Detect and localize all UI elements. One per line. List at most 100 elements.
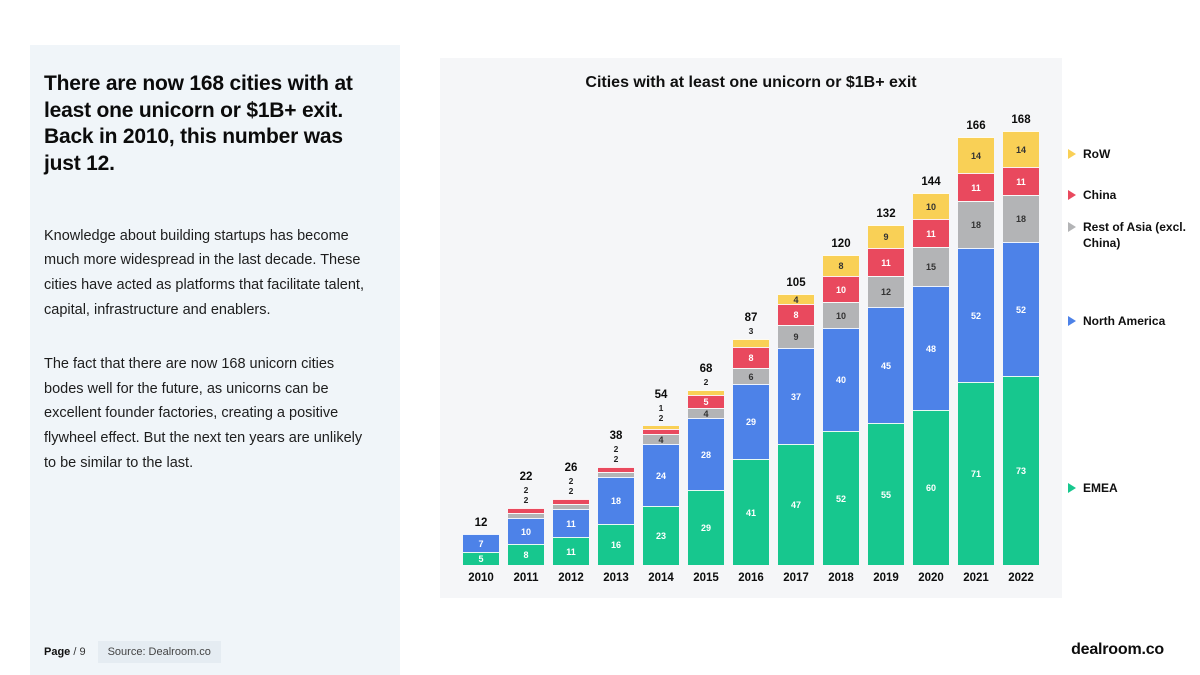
bars-container: 7 5 12 2010 10 8 22 2 2 2011 11 11 26 2 2 2012 18 16 38 2 2 2…: [463, 114, 1039, 584]
x-axis-label-2020: 2020: [918, 572, 944, 584]
legend-arrow-icon: [1068, 222, 1076, 232]
segment-value-label: 3: [748, 325, 754, 336]
left-text-panel: There are now 168 cities with at least o…: [30, 45, 400, 675]
segment-rest-of-asia-excl-china: 4: [688, 408, 724, 418]
bar-2019: 9 11 12 45 55 132 2019: [868, 208, 904, 584]
bar-labels-2019: 132: [858, 208, 914, 222]
segment-north-america: 28: [688, 418, 724, 490]
segment-north-america: 10: [508, 518, 544, 544]
x-axis-label-2012: 2012: [558, 572, 584, 584]
chart-legend: RoW China Rest of Asia (excl. China) North …: [1068, 0, 1194, 620]
segment-china: 5: [688, 395, 724, 408]
bar-labels-2022: 168: [993, 114, 1049, 128]
segment-emea: 5: [463, 552, 499, 565]
segment-north-america: 52: [1003, 242, 1039, 376]
bar-2022: 14 11 18 52 73 168 2022: [1003, 114, 1039, 584]
segment-rest-of-asia-excl-china: 9: [778, 325, 814, 348]
segment-china: 8: [733, 347, 769, 368]
segment-rest-of-asia-excl-china: 10: [823, 302, 859, 328]
segment-rest-of-asia-excl-china: 18: [1003, 195, 1039, 242]
x-axis-label-2010: 2010: [468, 572, 494, 584]
segment-emea: 71: [958, 382, 994, 565]
segment-rest-of-asia-excl-china: [508, 513, 544, 518]
segment-north-america: 45: [868, 307, 904, 423]
bar-2016: 8 6 29 41 87 3 2016: [733, 312, 769, 584]
segment-value-label: 2: [523, 484, 529, 495]
segment-rest-of-asia-excl-china: [598, 472, 634, 477]
segment-row: 14: [958, 137, 994, 173]
chart-title: Cities with at least one unicorn or $1B+…: [585, 74, 917, 91]
segment-china: 8: [778, 304, 814, 325]
segment-china: [508, 508, 544, 513]
bar-2011: 10 8 22 2 2 2011: [508, 471, 544, 584]
bar-2015: 5 4 28 29 68 2 2015: [688, 363, 724, 584]
legend-label: China: [1083, 188, 1117, 202]
legend-item-emea: EMEA: [1068, 481, 1118, 497]
segment-value-label: 2: [658, 412, 664, 423]
chart-plot-area: Cities with at least one unicorn or $1B+…: [440, 58, 1062, 598]
segment-emea: 16: [598, 524, 634, 565]
segment-value-label: 2: [568, 485, 574, 496]
bar-total-label: 168: [1011, 114, 1031, 126]
bar-labels-2015: 68 2: [678, 363, 734, 387]
body-paragraph-1: Knowledge about building startups has be…: [44, 227, 364, 318]
x-axis-label-2013: 2013: [603, 572, 629, 584]
legend-item-row: RoW: [1068, 147, 1110, 163]
segment-emea: 55: [868, 423, 904, 565]
segment-row: 9: [868, 225, 904, 248]
bar-total-label: 120: [831, 238, 851, 250]
legend-label: Rest of Asia (excl. China): [1083, 220, 1186, 250]
segment-north-america: 11: [553, 509, 589, 537]
bar-2010: 7 5 12 2010: [463, 517, 499, 584]
bar-2012: 11 11 26 2 2 2012: [553, 462, 589, 584]
segment-row: 4: [778, 294, 814, 304]
bar-labels-2010: 12: [453, 517, 509, 531]
legend-arrow-icon: [1068, 316, 1076, 326]
segment-emea: 73: [1003, 376, 1039, 565]
bar-2013: 18 16 38 2 2 2013: [598, 430, 634, 584]
segment-china: 10: [823, 276, 859, 302]
segment-north-america: 29: [733, 384, 769, 459]
x-axis-label-2019: 2019: [873, 572, 899, 584]
bar-labels-2017: 105: [768, 277, 824, 291]
bar-total-label: 105: [786, 277, 806, 289]
bar-total-label: 166: [966, 120, 986, 132]
segment-north-america: 18: [598, 477, 634, 524]
segment-value-label: 2: [613, 453, 619, 464]
legend-label: EMEA: [1083, 481, 1118, 495]
bar-total-label: 144: [921, 176, 941, 188]
segment-china: [553, 499, 589, 504]
bar-labels-2018: 120: [813, 238, 869, 252]
segment-china: 11: [958, 173, 994, 201]
segment-value-label: 1: [658, 402, 664, 413]
segment-emea: 11: [553, 537, 589, 565]
segment-china: [598, 467, 634, 472]
x-axis-label-2011: 2011: [513, 572, 539, 584]
x-axis-label-2014: 2014: [648, 572, 674, 584]
segment-value-label: 2: [613, 443, 619, 454]
page-indicator: Page / 9: [44, 646, 86, 658]
segment-emea: 23: [643, 506, 679, 565]
segment-rest-of-asia-excl-china: [553, 504, 589, 509]
x-axis-label-2022: 2022: [1008, 572, 1034, 584]
segment-row: [733, 339, 769, 347]
segment-north-america: 7: [463, 534, 499, 552]
bar-total-label: 12: [474, 517, 488, 529]
segment-china: 11: [868, 248, 904, 276]
legend-item-china: China: [1068, 188, 1116, 204]
bar-labels-2013: 38 2 2: [588, 430, 644, 464]
source-label: Source: Dealroom.co: [97, 641, 221, 663]
bar-total-label: 132: [876, 208, 896, 220]
segment-row: 14: [1003, 131, 1039, 167]
slide-heading: There are now 168 cities with at least o…: [44, 72, 353, 175]
segment-row: 10: [913, 193, 949, 219]
bar-total-label: 68: [699, 362, 713, 375]
segment-row: [643, 426, 679, 429]
segment-north-america: 37: [778, 348, 814, 444]
x-axis-label-2016: 2016: [738, 572, 764, 584]
bar-labels-2014: 54 1 2: [633, 389, 689, 423]
page-label: Page: [44, 646, 71, 658]
segment-north-america: 52: [958, 248, 994, 382]
bar-2017: 4 8 9 37 47 105 2017: [778, 277, 814, 584]
page-number: / 9: [73, 646, 86, 658]
